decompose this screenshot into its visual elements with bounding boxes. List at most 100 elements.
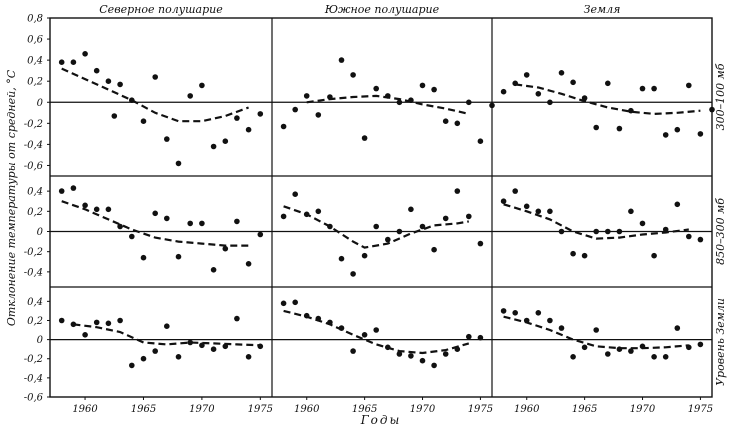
data-point bbox=[616, 346, 623, 353]
data-point bbox=[396, 228, 403, 235]
data-point bbox=[327, 223, 333, 230]
data-point bbox=[558, 325, 565, 331]
data-point bbox=[674, 325, 681, 331]
data-point bbox=[257, 343, 264, 350]
data-point bbox=[70, 59, 77, 65]
column-title: Земля bbox=[584, 3, 621, 16]
x-tick-label: 1960 bbox=[294, 404, 320, 415]
y-tick-label: -0,4 bbox=[24, 140, 43, 151]
data-point bbox=[222, 245, 229, 252]
data-point bbox=[327, 94, 333, 100]
column-title: Южное полушарие bbox=[324, 3, 440, 16]
data-point bbox=[385, 236, 391, 243]
data-point bbox=[187, 93, 193, 99]
data-point bbox=[605, 351, 611, 357]
y-tick-label: -0,2 bbox=[24, 247, 43, 258]
data-point bbox=[164, 323, 170, 330]
data-point bbox=[187, 220, 193, 227]
data-point bbox=[442, 215, 449, 222]
y-tick-label: 0,4 bbox=[27, 297, 43, 308]
data-point bbox=[616, 228, 623, 235]
data-point bbox=[152, 348, 158, 354]
data-point bbox=[500, 198, 507, 204]
y-tick-label: -0,4 bbox=[24, 267, 43, 278]
data-point bbox=[500, 308, 507, 314]
data-point bbox=[512, 310, 518, 316]
data-point bbox=[651, 85, 657, 92]
data-point bbox=[686, 233, 692, 240]
data-point bbox=[547, 99, 553, 106]
data-point bbox=[361, 135, 368, 141]
data-point bbox=[280, 213, 287, 220]
trend-line bbox=[503, 203, 689, 240]
data-point bbox=[222, 343, 229, 350]
data-point bbox=[315, 208, 322, 215]
data-point bbox=[373, 223, 380, 230]
data-point bbox=[674, 201, 681, 208]
data-point bbox=[605, 80, 611, 87]
data-point bbox=[210, 346, 217, 353]
data-point bbox=[697, 236, 704, 243]
data-point bbox=[105, 78, 112, 84]
data-point bbox=[292, 299, 299, 306]
data-point bbox=[396, 351, 403, 357]
x-tick-label: 1960 bbox=[72, 404, 98, 415]
data-point bbox=[70, 321, 77, 328]
data-point bbox=[442, 118, 449, 124]
y-tick-label: 0 bbox=[37, 335, 44, 346]
data-point bbox=[466, 99, 472, 106]
data-point bbox=[175, 160, 182, 167]
data-point bbox=[350, 72, 356, 78]
data-point bbox=[152, 210, 158, 217]
data-point bbox=[639, 85, 646, 92]
data-point bbox=[105, 320, 112, 327]
data-point bbox=[581, 252, 588, 259]
y-tick-label: 0,4 bbox=[27, 187, 43, 198]
data-point bbox=[466, 213, 472, 220]
frame-border bbox=[49, 17, 713, 398]
data-point bbox=[199, 220, 205, 227]
data-point bbox=[70, 185, 77, 191]
data-point bbox=[129, 362, 135, 369]
data-point bbox=[245, 126, 252, 133]
data-point bbox=[373, 85, 380, 92]
data-point bbox=[581, 95, 588, 101]
row-label: Уровень Земли bbox=[714, 298, 727, 386]
data-point bbox=[129, 97, 135, 103]
y-tick-label: 0,8 bbox=[27, 14, 43, 25]
data-point bbox=[292, 191, 299, 197]
data-point bbox=[199, 342, 205, 349]
data-point bbox=[140, 118, 147, 124]
data-point bbox=[187, 339, 193, 346]
data-point bbox=[58, 59, 65, 65]
data-point bbox=[523, 317, 530, 324]
data-point bbox=[93, 67, 100, 74]
data-point bbox=[140, 254, 147, 261]
data-point bbox=[593, 124, 599, 131]
data-point bbox=[477, 334, 484, 341]
data-point bbox=[338, 325, 345, 331]
data-point bbox=[338, 255, 345, 262]
data-point bbox=[199, 82, 205, 89]
data-point bbox=[175, 253, 182, 260]
data-point bbox=[535, 310, 542, 316]
data-point bbox=[523, 203, 530, 210]
data-point bbox=[697, 341, 704, 348]
data-point bbox=[175, 354, 182, 360]
x-tick-label: 1970 bbox=[630, 404, 656, 415]
data-point bbox=[303, 312, 310, 319]
data-point bbox=[152, 74, 158, 80]
data-point bbox=[662, 132, 669, 138]
y-tick-label: 0,2 bbox=[27, 207, 43, 218]
data-point bbox=[454, 120, 461, 127]
data-point bbox=[697, 131, 704, 137]
data-point bbox=[454, 188, 461, 194]
data-point bbox=[686, 82, 692, 89]
y-tick-label: 0,4 bbox=[27, 56, 43, 67]
y-tick-label: 0 bbox=[37, 227, 44, 238]
data-point bbox=[385, 93, 391, 99]
data-point bbox=[140, 355, 147, 362]
data-point bbox=[547, 208, 553, 215]
panel-grid: 0,8 0,6 0,4 0,2 0 -0,2 -0,4 -0,6 0,4 0,2 0 -0,2 -0,4… bbox=[24, 3, 727, 415]
